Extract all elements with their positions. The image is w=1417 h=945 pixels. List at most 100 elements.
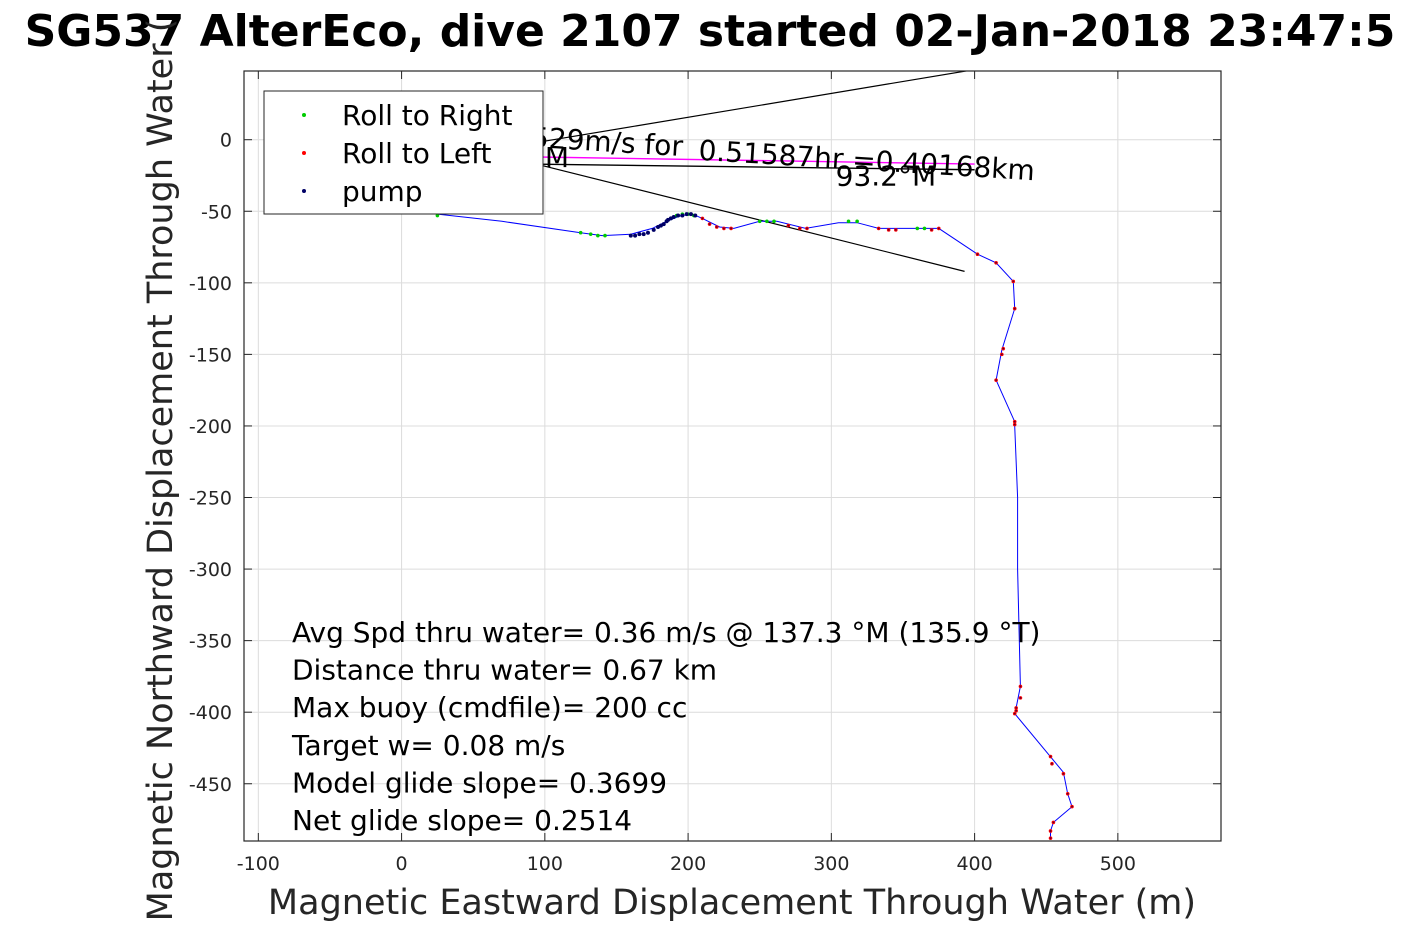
track-vertex-point: [1015, 706, 1018, 709]
track-vertex-point: [723, 227, 725, 230]
track-vertex-point: [1051, 762, 1053, 765]
grid: [244, 71, 1221, 841]
current-vector-line: [529, 163, 975, 171]
x-tick-label: 200: [670, 853, 706, 875]
pump-point: [645, 230, 650, 235]
roll-right-point: [855, 219, 859, 224]
track-vertex-point: [894, 228, 897, 231]
legend-marker-pump: [302, 189, 306, 193]
roll-right-point: [757, 219, 762, 224]
track-vertex-point: [715, 226, 718, 228]
track-vertex-point: [708, 223, 711, 226]
pump-point: [676, 213, 681, 218]
stats-line: Model glide slope= 0.3699: [292, 766, 667, 799]
roll-right-point: [603, 233, 607, 238]
track-vertex-point: [1049, 830, 1052, 832]
vector-label: M: [545, 141, 569, 174]
y-tick-label: -50: [201, 201, 232, 223]
stats-line: Avg Spd thru water= 0.36 m/s @ 137.3 °M …: [292, 616, 1040, 649]
track-vertex-point: [1000, 353, 1003, 356]
track-vertex-point: [1062, 772, 1065, 775]
current-vector-line: [530, 156, 975, 165]
y-tick-label: -350: [189, 631, 232, 653]
y-tick-label: -100: [189, 273, 232, 295]
roll-right-point: [588, 232, 593, 236]
track-vertex-point: [1049, 837, 1052, 840]
pump-point: [641, 232, 646, 237]
roll-right-point: [765, 219, 769, 224]
plot-frame: [243, 70, 1222, 842]
pump-point: [688, 212, 693, 217]
reference-line: [536, 71, 970, 144]
stats-annotations: Avg Spd thru water= 0.36 m/s @ 137.3 °M …: [291, 616, 1040, 837]
track-vertex-point: [787, 224, 790, 227]
track-vertex-point: [1012, 280, 1015, 283]
pump-point: [693, 213, 698, 218]
pump-point: [633, 233, 638, 238]
track-vertex-point: [887, 228, 890, 231]
y-axis-label: Magnetic Northward Displacement Through …: [141, 19, 181, 922]
track-vertex-point: [806, 227, 808, 230]
track-vertex-point: [730, 227, 732, 230]
track-vertex-point: [1013, 307, 1016, 310]
y-tick-label: -200: [189, 416, 232, 438]
legend: Roll to Right Roll to Left pump: [263, 90, 544, 215]
roll-right-point: [915, 226, 920, 231]
track-vertex-point: [877, 227, 880, 230]
roll-right-point: [846, 219, 851, 224]
track-vertex-point: [930, 228, 933, 231]
x-tick-label: 100: [527, 853, 563, 875]
roll-right-point: [922, 226, 927, 231]
track-vertex-point: [798, 227, 801, 230]
x-tick-label: 300: [813, 853, 849, 875]
track-vertex-point: [976, 253, 979, 256]
stats-line: Target w= 0.08 m/s: [291, 729, 565, 762]
roll-right-point: [435, 213, 440, 218]
reference-line: [536, 163, 965, 272]
track-vertex-point: [701, 217, 704, 220]
track-vertex-point: [995, 261, 997, 264]
legend-marker-roll-right: [302, 113, 306, 117]
roll-right-point: [578, 230, 583, 235]
y-tick-label: -300: [189, 559, 232, 581]
legend-marker-roll-left: [302, 151, 306, 155]
roll-right-point: [772, 219, 776, 224]
track-vertex-point: [1049, 755, 1052, 758]
legend-label-roll-left: Roll to Left: [342, 137, 491, 170]
stats-line: Net glide slope= 0.2514: [292, 804, 632, 837]
y-tick-label: -250: [189, 488, 232, 510]
track-vertex-point: [1002, 347, 1005, 350]
track-vertex-point: [1013, 420, 1016, 423]
legend-label-pump: pump: [342, 175, 423, 208]
pump-point: [637, 232, 642, 237]
y-tick-label: 0: [220, 130, 232, 152]
track-vertex-point: [995, 379, 997, 382]
pump-point: [651, 227, 656, 232]
x-tick-label: 500: [1100, 853, 1136, 875]
track-vertex-point: [1071, 805, 1073, 808]
track-vertex-point: [1013, 712, 1016, 715]
stats-line: Distance thru water= 0.67 km: [292, 654, 717, 687]
pump-point: [684, 212, 689, 217]
track-vertex-point: [1015, 709, 1018, 712]
y-tick-label: -150: [189, 344, 232, 366]
x-axis-label: Magnetic Eastward Displacement Through W…: [268, 883, 1196, 923]
y-tick-label: -450: [189, 774, 232, 796]
track-vertex-point: [1013, 423, 1016, 426]
x-tick-label: 400: [956, 853, 992, 875]
pump-point: [628, 233, 633, 238]
pump-point: [680, 213, 685, 218]
tick-labels: -100 0 100 200 300 400 500 0 -50 -100 -150 -200 -250…: [189, 71, 1221, 875]
track-vertex-point: [937, 227, 940, 230]
data-layer: [435, 71, 1074, 840]
stats-line: Max buoy (cmdfile)= 200 cc: [292, 691, 687, 724]
track-vertex-point: [1052, 821, 1055, 824]
pump-point: [671, 214, 676, 219]
legend-box: [263, 90, 544, 215]
legend-label-roll-right: Roll to Right: [342, 99, 513, 132]
track-vertex-point: [1019, 685, 1022, 688]
roll-right-point: [596, 233, 600, 238]
track-vertex-point: [1019, 696, 1022, 699]
track-vertex-point: [1066, 792, 1069, 795]
